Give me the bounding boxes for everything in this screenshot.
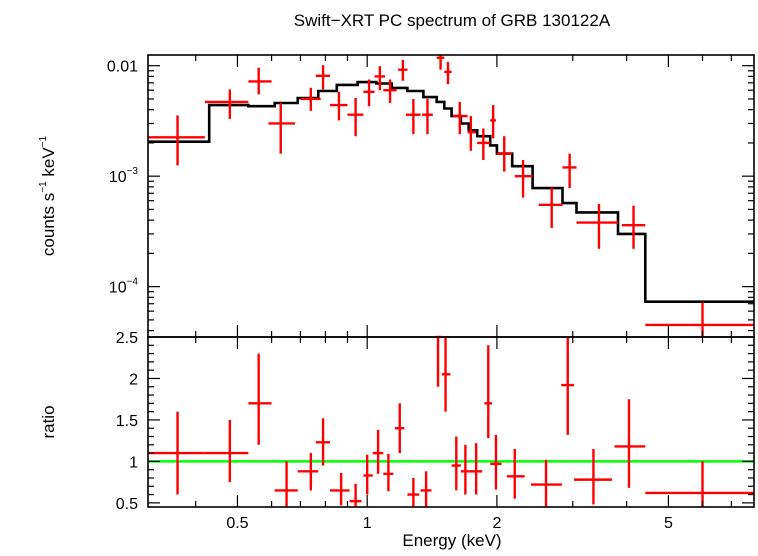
spectrum-y-axis-label: counts s−1 keV−1 (38, 135, 58, 256)
data-point (248, 353, 272, 445)
data-point (297, 453, 319, 491)
data-point (383, 453, 394, 492)
data-point (347, 98, 364, 137)
data-point (315, 65, 331, 90)
spectrum-y-ticks: 0.01 10−3 10−4 (107, 59, 754, 332)
ratio-data-points (148, 335, 754, 507)
x-tick-label: 5 (664, 515, 673, 532)
data-point (451, 436, 461, 491)
y-tick-label: 0.5 (116, 496, 138, 513)
data-point (645, 302, 754, 337)
data-point (506, 448, 525, 499)
data-point (436, 55, 445, 70)
spectrum-data-points (148, 55, 754, 337)
y-tick-label: 1 (129, 454, 138, 471)
ratio-panel: 0.5 1 1.5 2 2.5 0.5 1 2 5 ratio Energy (keV) (39, 55, 755, 550)
data-point (315, 418, 331, 466)
data-point (645, 461, 754, 507)
data-point (363, 454, 373, 495)
data-point (148, 115, 205, 166)
data-point (561, 337, 575, 435)
model-curve (148, 80, 754, 303)
data-point (574, 448, 613, 505)
data-point (268, 102, 296, 154)
data-point (405, 98, 421, 135)
x-axis-label: Energy (keV) (402, 531, 501, 550)
data-point (496, 136, 513, 172)
data-point (460, 444, 470, 495)
ratio-y-axis-label: ratio (39, 405, 58, 438)
data-point (407, 477, 420, 507)
data-point (444, 62, 452, 85)
data-point (469, 443, 483, 495)
data-point (300, 87, 321, 111)
y-tick-label: 0.01 (107, 59, 138, 76)
data-point (421, 98, 433, 135)
data-point (477, 128, 491, 161)
data-point (398, 59, 408, 81)
data-point (274, 461, 298, 507)
x-tick-label: 1 (363, 515, 372, 532)
data-point (349, 483, 362, 507)
data-point (420, 471, 432, 507)
data-point (441, 337, 451, 412)
data-point (452, 101, 468, 135)
data-point (330, 473, 350, 506)
data-point (467, 116, 477, 151)
ratio-y-ticks: 0.5 1 1.5 2 2.5 (116, 330, 754, 513)
data-point (363, 79, 375, 107)
y-tick-label: 2.5 (116, 330, 138, 347)
x-axis-ticks: 0.5 1 2 5 (195, 55, 732, 532)
data-point (372, 429, 384, 474)
data-point (394, 403, 405, 454)
data-point (435, 335, 442, 387)
y-tick-label: 10−4 (109, 277, 139, 297)
y-tick-label: 1.5 (116, 413, 138, 430)
data-point (514, 160, 533, 198)
data-point (490, 434, 502, 490)
data-point (248, 67, 272, 95)
data-point (538, 187, 563, 228)
data-point (490, 105, 496, 139)
data-point (204, 419, 249, 483)
data-point (374, 66, 386, 91)
y-tick-label: 10−3 (109, 166, 139, 186)
data-point (576, 203, 619, 249)
data-point (614, 399, 646, 488)
data-point (330, 91, 348, 121)
spectrum-plot-frame (147, 54, 755, 338)
data-point (148, 411, 205, 495)
chart-title: Swift−XRT PC spectrum of GRB 130122A (294, 11, 611, 30)
ratio-plot-frame (147, 336, 755, 508)
y-tick-label: 2 (129, 371, 138, 388)
x-tick-label: 0.5 (226, 515, 248, 532)
data-point (562, 153, 577, 189)
x-tick-label: 2 (492, 515, 501, 532)
data-point (484, 345, 493, 439)
data-point (383, 79, 397, 103)
data-point (531, 459, 562, 507)
spectrum-panel: 0.01 10−3 10−4 counts s−1 keV−1 (38, 54, 755, 338)
data-point (204, 89, 249, 119)
data-point (621, 205, 646, 249)
model-step-line (148, 80, 754, 303)
